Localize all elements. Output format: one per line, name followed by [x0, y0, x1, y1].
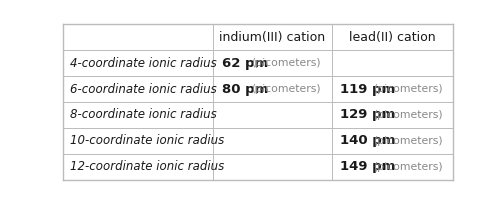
Text: 140 pm: 140 pm — [341, 134, 396, 147]
Text: 149 pm: 149 pm — [341, 160, 396, 173]
Text: 80 pm: 80 pm — [221, 83, 268, 96]
Text: (picometers): (picometers) — [374, 110, 443, 120]
Text: 129 pm: 129 pm — [341, 108, 396, 121]
Text: (picometers): (picometers) — [374, 162, 443, 172]
Text: indium(III) cation: indium(III) cation — [219, 31, 325, 44]
Text: (picometers): (picometers) — [374, 84, 443, 94]
Text: 119 pm: 119 pm — [341, 83, 396, 96]
Text: (picometers): (picometers) — [251, 58, 320, 68]
Text: 12-coordinate ionic radius: 12-coordinate ionic radius — [70, 160, 224, 173]
Text: lead(II) cation: lead(II) cation — [349, 31, 436, 44]
Text: (picometers): (picometers) — [251, 84, 320, 94]
Text: 6-coordinate ionic radius: 6-coordinate ionic radius — [70, 83, 217, 96]
Text: 10-coordinate ionic radius: 10-coordinate ionic radius — [70, 134, 224, 147]
Text: 8-coordinate ionic radius: 8-coordinate ionic radius — [70, 108, 217, 121]
Text: (picometers): (picometers) — [374, 136, 443, 146]
Text: 4-coordinate ionic radius: 4-coordinate ionic radius — [70, 57, 217, 70]
Text: 62 pm: 62 pm — [221, 57, 268, 70]
